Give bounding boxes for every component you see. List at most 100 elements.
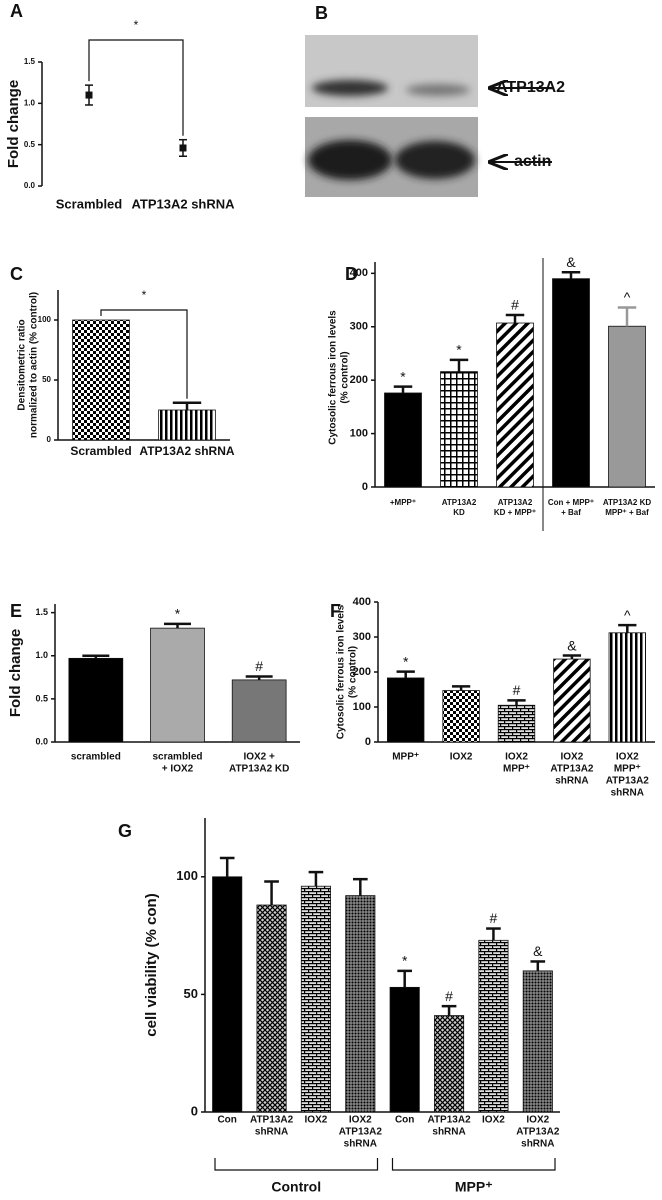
x-tick-label: ATP13A2: [516, 1127, 560, 1138]
annotation: ^: [624, 289, 631, 305]
annotation: *: [403, 653, 409, 669]
point: [85, 91, 93, 99]
y-tick-label: 400: [353, 596, 371, 608]
x-tick-label: ATP13A2: [339, 1127, 383, 1138]
x-tick-label: shRNA: [555, 776, 588, 787]
y-tick-label: 0.0: [35, 736, 48, 746]
y-tick-label: 50: [42, 375, 51, 384]
band-label: actin: [514, 153, 551, 170]
y-tick-label: 300: [350, 321, 368, 333]
annotation: #: [511, 297, 519, 313]
panel-label: B: [315, 3, 328, 23]
y-axis-label: Cytosolic ferrous iron levels: [336, 604, 347, 739]
annotation: ^: [624, 607, 631, 623]
x-tick-label: Con: [217, 1115, 236, 1126]
x-tick-label: ATP13A2 shRNA: [139, 444, 234, 458]
bar: [478, 939, 509, 1113]
y-tick-label: 0: [362, 481, 368, 493]
annotation: #: [490, 910, 498, 926]
blot-band: [312, 80, 388, 96]
bar: [158, 409, 216, 441]
y-axis-label: normalized to actin (% control): [29, 292, 40, 438]
y-tick-label: 200: [350, 374, 368, 386]
annotation: &: [567, 637, 577, 653]
group-bracket: [214, 1158, 379, 1171]
y-axis-label: (% control): [348, 646, 359, 698]
x-tick-label: + Baf: [561, 508, 581, 517]
bar: [608, 632, 646, 743]
x-tick-label: scrambled: [152, 752, 202, 763]
annotation: #: [445, 988, 453, 1004]
blot-strip: [305, 35, 478, 107]
annotation: #: [255, 658, 263, 674]
panel-label: C: [10, 264, 23, 284]
bar: [608, 325, 646, 488]
y-tick-label: 0: [47, 435, 52, 444]
y-tick-label: 100: [38, 315, 52, 324]
y-tick-label: 50: [184, 986, 198, 1001]
annotation: *: [456, 342, 462, 358]
panel-label: E: [10, 601, 22, 621]
x-tick-label: ATP13A2: [442, 498, 477, 507]
x-tick-label: KD + MPP⁺: [494, 508, 536, 517]
significance: *: [142, 288, 147, 302]
y-tick-label: 100: [353, 701, 371, 713]
x-tick-label: + IOX2: [162, 764, 194, 775]
x-tick-label: MPP⁺: [392, 752, 419, 763]
x-tick-label: Scrambled: [56, 196, 123, 211]
panel-label: A: [10, 1, 23, 21]
x-tick-label: ATP13A2: [427, 1115, 471, 1126]
x-tick-label: IOX2: [616, 752, 639, 763]
x-tick-label: Scrambled: [70, 444, 131, 458]
annotation: *: [402, 953, 408, 969]
bar: [384, 392, 422, 488]
y-tick-label: 0.0: [24, 181, 36, 190]
x-tick-label: Con: [395, 1115, 414, 1126]
bar: [434, 1015, 465, 1113]
band-label: ATP13A2: [496, 79, 565, 96]
x-tick-label: shRNA: [611, 788, 644, 799]
bar: [497, 704, 536, 743]
bar: [387, 677, 425, 743]
x-tick-label: MPP⁺ + Baf: [605, 508, 649, 517]
x-tick-label: IOX2: [349, 1115, 372, 1126]
y-axis-label: Fold change: [7, 629, 24, 717]
x-tick-label: MPP⁺: [614, 764, 641, 775]
y-tick-label: 0.5: [35, 693, 48, 703]
point: [179, 144, 187, 152]
x-tick-label: IOX2: [482, 1115, 505, 1126]
bar: [553, 658, 591, 743]
y-axis-label: Fold change: [5, 80, 22, 168]
blot-band: [308, 140, 392, 180]
western-blot: B ATP13A2 actin: [305, 3, 565, 197]
bar: [389, 986, 420, 1113]
y-tick-label: 1.0: [24, 98, 36, 107]
significance: *: [134, 18, 139, 32]
x-tick-label: IOX2 +: [243, 752, 275, 763]
x-tick-label: ATP13A2 KD: [603, 498, 652, 507]
bar: [442, 690, 480, 743]
x-tick-label: IOX2: [526, 1115, 549, 1126]
bar: [212, 876, 243, 1113]
x-tick-label: shRNA: [432, 1127, 465, 1138]
annotation: *: [175, 606, 181, 622]
bar: [522, 970, 553, 1113]
bar: [345, 895, 376, 1113]
panel-label: F: [330, 601, 341, 621]
y-axis-label: (% control): [340, 351, 351, 403]
bar: [256, 904, 287, 1113]
bar: [440, 371, 478, 488]
y-axis-label: Densitometric ratio: [17, 319, 28, 410]
annotation: &: [533, 943, 543, 959]
x-tick-label: MPP⁺: [503, 764, 530, 775]
group-label: Control: [271, 1179, 321, 1195]
y-tick-label: 0: [191, 1103, 198, 1118]
x-tick-label: scrambled: [71, 752, 121, 763]
y-tick-label: 1.0: [35, 650, 48, 660]
annotation: &: [566, 254, 576, 270]
x-tick-label: shRNA: [255, 1127, 288, 1138]
panel-label: G: [118, 821, 132, 841]
bar: [150, 627, 205, 743]
x-tick-label: IOX2: [505, 752, 528, 763]
